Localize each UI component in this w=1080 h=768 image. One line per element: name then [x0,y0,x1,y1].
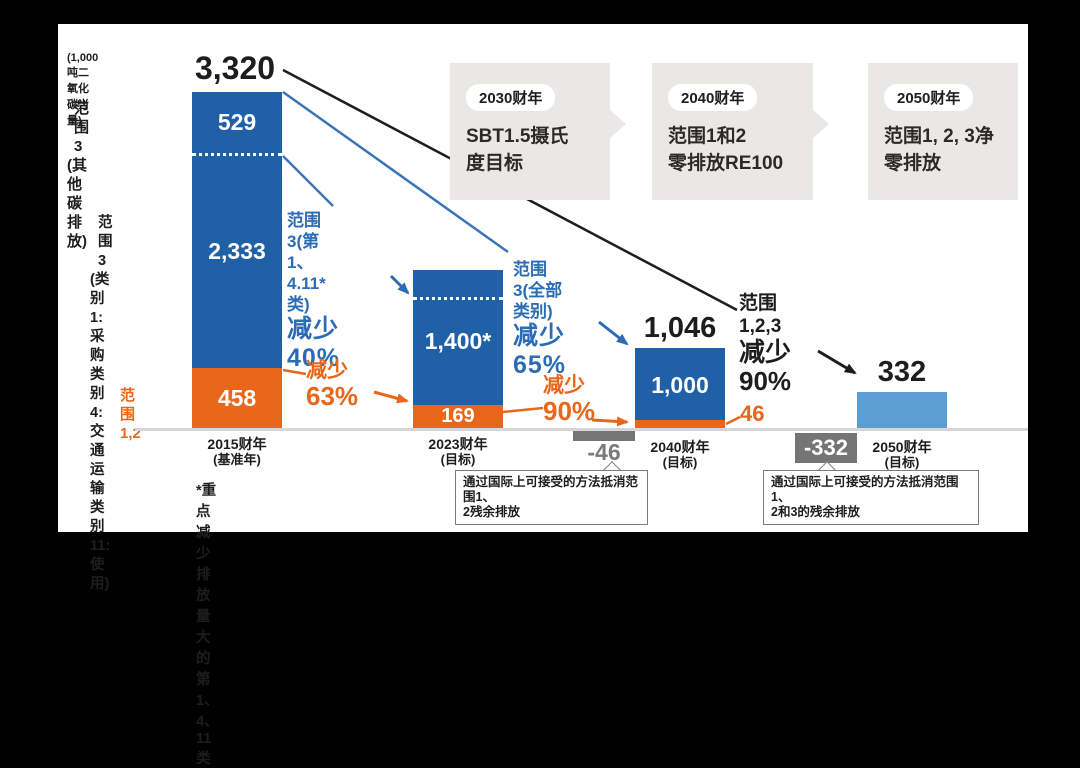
x-label-2015-sub: (基准年) [213,452,261,467]
unit-label: (1,000吨二氧化碳当量) [67,52,99,127]
chevron-right-icon [610,110,626,138]
callout-offset-332-line1: 通过国际上可接受的方法抵消范围1、 [771,475,959,504]
bar-2040-scope3-segment [635,348,725,420]
bar-2023-scope12-value: 169 [441,405,475,427]
x-axis-line [135,428,1028,431]
note-scope3-cat-reduction: 范围3(第1、4.11*类) 减少40% [287,210,340,373]
bar-2023-dotted-divider [413,297,503,300]
offset-46-value: -46 [587,439,621,465]
bar-2050-total: 332 [877,356,927,388]
bar-2040: 1,000 [635,348,725,428]
legend-scope3-cat-line1: 范围3 [98,215,113,269]
milestone-2050-line2: 零排放 [884,153,942,174]
note-scope3-all-value: 减少65% [513,322,567,379]
milestone-2030-line2: 度目标 [466,153,524,174]
bar-2015-scope3-cat-value: 2,333 [208,238,266,264]
bar-2040-total: 1,046 [643,312,717,344]
chevron-right-icon [813,110,829,138]
bar-2015-scope3-segment [192,92,282,368]
note-total-2050-reduction: 范围1,2,3 减少90% [739,292,791,396]
note-scope3-cat-title: 范围3(第1、4.11*类) [287,211,326,314]
milestone-2040-line2: 零排放RE100 [668,153,784,174]
legend-scope3-other: 范围3 (其他碳排放) [67,99,89,251]
callout-offset-46: 通过国际上可接受的方法抵消范围1、 2残余排放 [455,470,648,525]
callout-offset-332-line2: 2和3的残余排放 [771,505,860,519]
note-total-2050-title: 范围1,2,3 [739,293,782,337]
note-total-2050-value: 减少90% [739,337,792,396]
note-scope12-2023-reduction: 减少 63% [306,359,358,411]
bar-2023-scope3-value: 1,400* [424,328,492,354]
bar-2015-dotted-divider [192,153,282,156]
bar-2015-scope12-segment [192,368,282,428]
bar-2015-scope12-value: 458 [217,385,257,411]
x-label-2050-sub: (目标) [884,455,920,470]
milestone-year-2040: 2040财年 [668,84,758,111]
milestone-2040-line1: 范围1和2 [668,126,747,147]
legend-scope3-categories: 范围3 (类别1:采购 类别4:交通运输 类别11:使用) [90,214,113,594]
offset-bar-332: -332 [795,433,857,463]
milestone-2050-line1: 范围1, 2, 3净 [884,126,994,147]
note-scope12-2040-title: 减少 [543,374,585,397]
milestone-year-2030: 2030财年 [466,84,556,111]
milestone-year-2050: 2050财年 [884,84,974,111]
offset-bar-46 [573,431,635,441]
x-label-2050: 2050财年 (目标) [832,439,972,471]
x-label-2040-sub: (目标) [662,455,698,470]
x-label-2050-year: 2050财年 [872,439,932,455]
bar-2040-scope12-value: 46 [740,401,765,426]
note-scope3-all-title: 范围3(全部类别) [513,260,563,321]
callout-offset-332: 通过国际上可接受的方法抵消范围1、 2和3的残余排放 [763,470,979,525]
note-scope3-cat-value: 减少40% [287,315,341,372]
callout-offset-46-line2: 2残余排放 [463,505,520,519]
x-label-2040: 2040财年 (目标) [610,439,750,471]
milestone-box-2040: 2040财年 范围1和2 零排放RE100 [652,63,829,200]
callout-offset-46-line1: 通过国际上可接受的方法抵消范围1、 [463,475,639,504]
legend-scope12: 范围1,2 [120,387,141,442]
note-scope12-2023-value: 63% [306,381,359,411]
legend-scope3-cat-line3: 类别4:交通运输 [90,367,105,497]
x-label-2015-year: 2015财年 [207,436,267,452]
bar-2023-scope12-segment [413,405,503,428]
legend-scope3-other-line2: (其他碳排放) [67,157,87,250]
x-label-2015: 2015财年 (基准年) [167,436,307,468]
note-scope12-2040-value: 90% [543,396,596,426]
bar-2015-scope3-other-value: 529 [217,109,257,135]
milestone-box-2030: 2030财年 SBT1.5摄氏 度目标 [450,63,626,200]
note-scope3-all-reduction: 范围3(全部类别) 减少65% [513,259,566,380]
x-label-2023: 2023财年 (目标) [388,436,528,468]
bar-2023: 1,400* 169 [413,270,503,428]
x-label-2023-sub: (目标) [440,452,476,467]
legend-scope3-other-line1: 范围3 [74,100,90,155]
bar-2040-scope3-value: 1,000 [651,372,709,398]
bar-2050 [857,392,947,428]
bar-2015-total: 3,320 [194,50,276,86]
x-label-2023-year: 2023财年 [428,436,488,452]
bar-2040-scope12-segment [635,420,725,428]
legend-scope3-cat-line4: 类别11:使用) [90,500,111,592]
bar-2015: 529 2,333 458 [192,92,282,428]
note-scope12-2040-reduction: 减少 90% [543,374,595,426]
note-scope12-2023-title: 减少 [306,359,348,382]
footnote: *重点减少排放量大的第1、4、11类 [196,483,219,767]
milestone-2030-line1: SBT1.5摄氏 [466,126,569,147]
x-label-2040-year: 2040财年 [650,439,710,455]
milestone-box-2050: 2050财年 范围1, 2, 3净 零排放 [868,63,1018,200]
legend-scope3-cat-line2: (类别1:采购 [90,272,110,364]
